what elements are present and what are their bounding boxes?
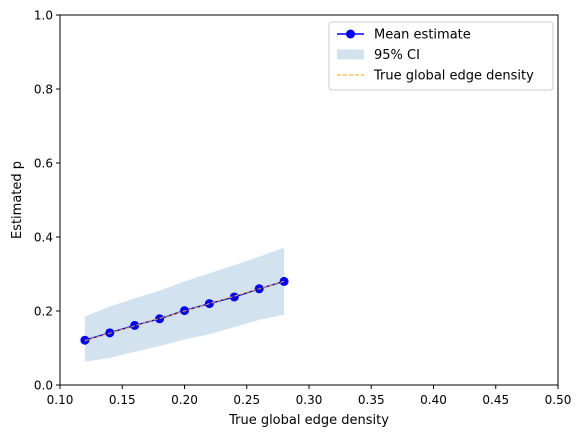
y-tick-label: 0.2: [34, 305, 53, 319]
y-tick-label: 0.0: [34, 379, 53, 393]
ci-band-layer: [84, 247, 285, 362]
mean-estimate-point: [130, 320, 140, 330]
x-tick-label: 0.20: [171, 393, 198, 407]
x-tick-label: 0.30: [296, 393, 323, 407]
y-tick-label: 0.6: [34, 157, 53, 171]
y-tick-label: 0.4: [34, 231, 53, 245]
series-marker-layer: [80, 276, 289, 345]
x-tick-label: 0.10: [47, 393, 74, 407]
x-tick-label: 0.25: [233, 393, 260, 407]
x-tick-label: 0.35: [358, 393, 385, 407]
ci-band: [84, 247, 285, 362]
legend-mean-marker-swatch: [346, 29, 355, 39]
x-tick-label: 0.45: [482, 393, 509, 407]
true-density-line: [84, 280, 285, 342]
legend: Mean estimate 95% CI True global edge de…: [328, 21, 554, 91]
legend-box: [328, 21, 554, 91]
x-tick-label: 0.40: [420, 393, 447, 407]
legend-label-true-density: True global edge density: [373, 69, 534, 84]
x-tick-label: 0.15: [109, 393, 136, 407]
legend-label-ci: 95% CI: [374, 48, 420, 63]
x-axis-label: True global edge density: [228, 413, 389, 428]
y-tick-label: 0.8: [34, 83, 53, 97]
legend-ci-swatch: [337, 49, 364, 60]
legend-label-mean-estimate: Mean estimate: [374, 28, 471, 43]
y-tick-label: 1.0: [34, 9, 53, 23]
y-axis-label: Estimated p: [10, 161, 25, 239]
x-tick-label: 0.50: [545, 393, 572, 407]
y-tick-layer: 0.0 0.2 0.4 0.6 0.8 1.0: [34, 9, 60, 393]
mean-estimate-point: [155, 314, 165, 324]
mean-estimate-point: [229, 292, 239, 302]
x-tick-layer: 0.10 0.15 0.20 0.25 0.30 0.35 0.40 0.45 0.50: [47, 385, 572, 407]
